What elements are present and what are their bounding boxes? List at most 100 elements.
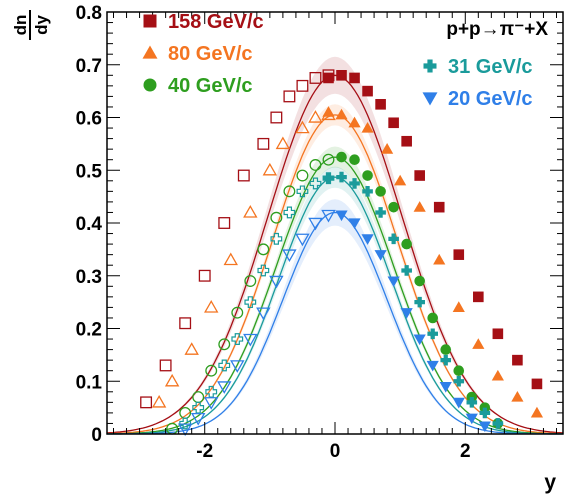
point-series-1-open-6 bbox=[262, 162, 278, 176]
legend-label-2: 40 GeV/c bbox=[168, 75, 253, 97]
point-series-4-filled-11 bbox=[478, 421, 491, 433]
point-series-4-filled-2 bbox=[361, 234, 374, 245]
point-series-4-filled-3 bbox=[374, 250, 387, 261]
point-series-1-open-2 bbox=[184, 342, 199, 355]
point-series-2-open-6 bbox=[244, 275, 257, 287]
point-series-4-open-9 bbox=[295, 233, 310, 247]
point-series-0-filled-2 bbox=[349, 72, 360, 84]
reaction-label: p+p→π⁻+X bbox=[446, 19, 548, 40]
point-series-1-filled-3 bbox=[361, 121, 374, 133]
point-series-1-filled-0 bbox=[322, 106, 335, 117]
x-tick-label: 2 bbox=[460, 441, 471, 462]
point-series-2-open-9 bbox=[283, 185, 296, 198]
point-series-3-open-10 bbox=[309, 177, 322, 190]
point-series-1-filled-1 bbox=[335, 108, 348, 120]
point-series-2-open-7 bbox=[257, 243, 270, 256]
point-series-3-filled-2 bbox=[349, 178, 360, 189]
point-series-4-open-2 bbox=[204, 397, 219, 410]
point-series-0-filled-8 bbox=[433, 201, 445, 213]
legend-marker-3 bbox=[423, 59, 437, 73]
point-series-3-open-8 bbox=[283, 206, 296, 219]
legend-marker-1 bbox=[142, 45, 158, 59]
point-series-0-filled-10 bbox=[473, 291, 484, 303]
point-series-3-open-9 bbox=[296, 185, 309, 198]
y-tick-label: 0.8 bbox=[76, 3, 102, 24]
point-series-3-open-3 bbox=[218, 359, 231, 372]
data-points bbox=[140, 69, 544, 437]
legend: 158 GeV/c 80 GeV/c 40 GeV/c 31 GeV/c 20 GeV/… bbox=[142, 11, 533, 110]
point-series-0-filled-5 bbox=[388, 117, 399, 129]
point-series-4-filled-5 bbox=[400, 308, 413, 319]
x-tick-label: -2 bbox=[196, 441, 213, 462]
point-series-0-open-6 bbox=[257, 137, 270, 150]
point-series-4-filled-8 bbox=[439, 381, 452, 393]
legend-marker-2 bbox=[143, 78, 157, 92]
legend-label-0: 158 GeV/c bbox=[168, 11, 264, 33]
point-series-1-open-7 bbox=[275, 136, 291, 150]
point-series-1-open-5 bbox=[243, 205, 258, 218]
point-series-0-filled-4 bbox=[375, 99, 386, 110]
point-series-2-filled-4 bbox=[388, 201, 399, 213]
point-series-0-open-4 bbox=[218, 217, 231, 229]
point-series-4-open-8 bbox=[282, 249, 297, 263]
x-axis-ticks: -2 0 2 bbox=[113, 12, 557, 462]
point-series-1-open-1 bbox=[164, 373, 180, 387]
point-series-4-open-1 bbox=[190, 412, 206, 426]
point-series-4-filled-7 bbox=[426, 360, 439, 372]
legend-label-1: 80 GeV/c bbox=[168, 43, 253, 65]
point-series-3-filled-4 bbox=[375, 207, 386, 218]
point-series-0-open-8 bbox=[283, 90, 296, 103]
point-series-2-filled-5 bbox=[401, 238, 412, 250]
point-series-4-filled-6 bbox=[413, 334, 426, 346]
point-series-4-open-7 bbox=[269, 275, 284, 289]
point-series-4-filled-9 bbox=[452, 397, 465, 409]
point-series-2-open-8 bbox=[270, 211, 283, 224]
point-series-2-open-3 bbox=[205, 364, 218, 377]
y-tick-label: 0 bbox=[91, 425, 102, 446]
point-series-2-open-4 bbox=[218, 338, 231, 351]
point-series-0-filled-0 bbox=[323, 72, 334, 84]
point-series-1-filled-5 bbox=[394, 174, 407, 186]
point-series-1-open-0 bbox=[151, 394, 167, 408]
point-series-1-filled-10 bbox=[491, 369, 504, 381]
point-series-1-filled-7 bbox=[433, 253, 446, 265]
point-series-3-filled-8 bbox=[427, 328, 439, 340]
point-series-4-filled-4 bbox=[387, 276, 400, 288]
point-series-0-filled-9 bbox=[453, 249, 465, 260]
point-series-2-filled-1 bbox=[349, 154, 360, 165]
y-tick-label: 0.2 bbox=[76, 320, 102, 341]
x-tick-label: 0 bbox=[330, 441, 341, 462]
point-series-3-filled-11 bbox=[466, 397, 478, 408]
point-series-3-filled-5 bbox=[388, 233, 399, 245]
point-series-4-open-3 bbox=[217, 381, 232, 394]
y-tick-label: 0.6 bbox=[76, 109, 102, 130]
point-series-4-filled-0 bbox=[335, 210, 348, 222]
point-series-0-filled-13 bbox=[531, 378, 543, 390]
point-series-0-open-1 bbox=[159, 359, 172, 372]
band-series-2 bbox=[107, 146, 563, 434]
fit-curve-series-4 bbox=[107, 211, 563, 435]
band-series-4 bbox=[107, 199, 563, 434]
x-axis-label: y bbox=[544, 471, 556, 494]
point-series-0-open-9 bbox=[296, 79, 309, 92]
point-series-2-filled-2 bbox=[362, 170, 373, 181]
point-series-3-filled-3 bbox=[362, 186, 373, 197]
legend-marker-0 bbox=[143, 14, 157, 28]
point-series-0-filled-6 bbox=[401, 135, 412, 147]
y-tick-label: 0.4 bbox=[76, 214, 103, 235]
legend-marker-4 bbox=[422, 92, 438, 106]
point-series-4-open-11 bbox=[321, 209, 336, 223]
point-series-3-open-5 bbox=[244, 296, 257, 309]
point-series-4-open-4 bbox=[230, 360, 245, 373]
point-series-0-filled-7 bbox=[414, 170, 425, 181]
point-series-1-filled-11 bbox=[511, 390, 524, 402]
point-series-2-open-10 bbox=[296, 169, 309, 182]
point-series-4-open-5 bbox=[243, 333, 258, 347]
point-series-3-filled-12 bbox=[479, 407, 491, 419]
point-series-2-open-11 bbox=[309, 159, 322, 171]
point-series-2-filled-6 bbox=[414, 275, 425, 287]
point-series-4-filled-10 bbox=[465, 413, 478, 425]
point-series-2-open-5 bbox=[231, 306, 244, 319]
point-series-0-open-0 bbox=[140, 396, 153, 409]
